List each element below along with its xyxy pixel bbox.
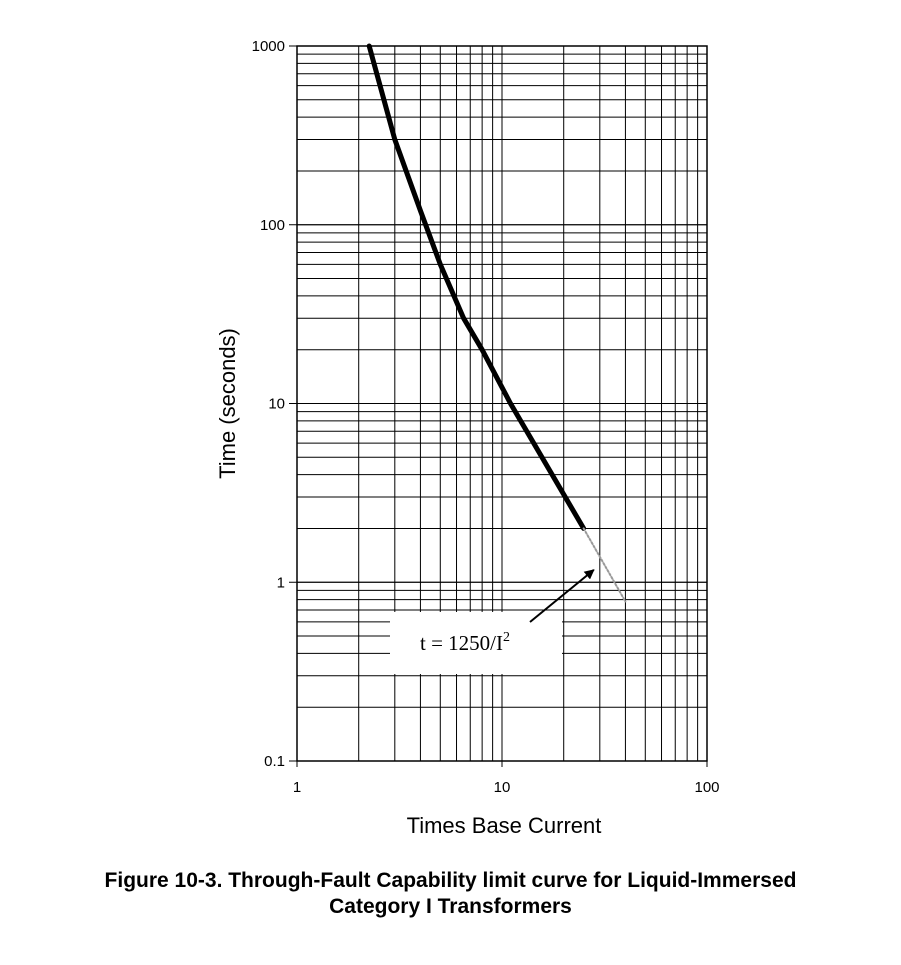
equation-superscript: 2 bbox=[503, 630, 510, 645]
y-tick-label: 1000 bbox=[252, 38, 285, 55]
y-axis-label: Time (seconds) bbox=[215, 328, 240, 479]
x-tick-label: 1 bbox=[293, 779, 301, 796]
series-lines bbox=[366, 43, 627, 603]
x-tick-label: 100 bbox=[694, 779, 719, 796]
series-line bbox=[582, 527, 627, 603]
tick-labels: 0.1 1 10 100 1000 1 10 100 bbox=[252, 38, 720, 796]
equation-main: t = 1250/I bbox=[420, 631, 503, 655]
x-tick-label: 10 bbox=[494, 779, 511, 796]
x-axis-label: Times Base Current bbox=[407, 813, 602, 838]
equation-annotation: t = 1250/I2 bbox=[390, 569, 595, 674]
figure-caption-line-1: Figure 10-3. Through-Fault Capability li… bbox=[104, 869, 797, 892]
series-line bbox=[366, 43, 587, 531]
figure-caption-line-2: Category I Transformers bbox=[329, 895, 572, 918]
equation-text: t = 1250/I2 bbox=[420, 630, 510, 655]
equation-arrow bbox=[529, 569, 595, 623]
y-tick-label: 100 bbox=[260, 217, 285, 234]
y-tick-label: 0.1 bbox=[264, 753, 285, 770]
y-tick-label: 1 bbox=[277, 574, 285, 591]
y-tick-label: 10 bbox=[268, 396, 285, 413]
equation-box bbox=[390, 612, 562, 674]
